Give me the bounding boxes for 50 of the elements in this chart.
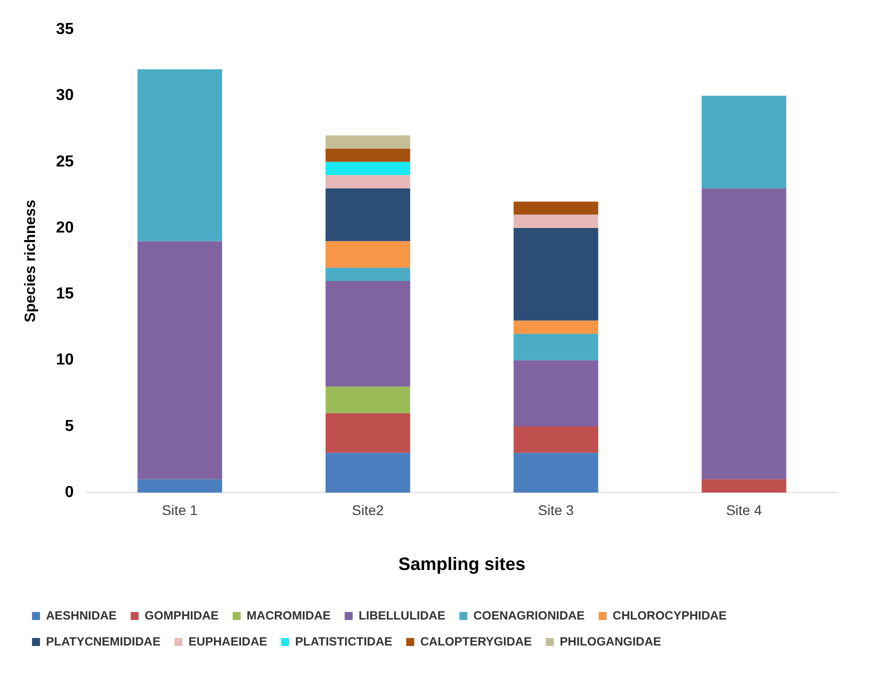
bar xyxy=(514,334,598,360)
y-tick-label: 0 xyxy=(64,484,74,502)
legend-label: GOMPHIDAE xyxy=(144,608,219,622)
bar xyxy=(326,188,410,242)
bar xyxy=(702,96,786,188)
bar xyxy=(326,135,410,149)
legend-label: AESHNIDAE xyxy=(46,608,117,622)
bar xyxy=(514,452,598,493)
legend-label: PLATYCNEMIDIDAE xyxy=(46,634,160,648)
bar xyxy=(514,202,598,215)
y-axis-title: Species richness xyxy=(22,200,40,322)
bar xyxy=(326,413,410,453)
legend-label: CALOPTERYGIDAE xyxy=(420,634,532,648)
bar xyxy=(514,360,598,426)
bar xyxy=(514,320,598,334)
bar xyxy=(326,241,410,268)
legend-label: COENAGRIONIDAE xyxy=(473,608,585,622)
bar xyxy=(326,268,410,281)
bar xyxy=(138,69,222,242)
x-tick-label: Site 3 xyxy=(538,502,574,518)
bar xyxy=(326,148,410,162)
y-tick-label: 15 xyxy=(56,286,74,303)
bar xyxy=(326,162,410,176)
legend-label: PHILOGANGIDAE xyxy=(560,634,662,648)
bar xyxy=(326,386,410,414)
x-tick-label: Site2 xyxy=(352,502,384,518)
bar xyxy=(702,479,786,493)
legend-label: CHLOROCYPHIDAE xyxy=(612,608,727,622)
bar xyxy=(138,479,222,493)
bar xyxy=(326,280,410,387)
bar xyxy=(326,175,410,188)
y-tick-label: 30 xyxy=(56,87,74,104)
legend-label: EUPHAEIDAE xyxy=(188,634,268,648)
y-tick-label: 10 xyxy=(56,352,74,369)
x-tick-label: Site 4 xyxy=(726,502,762,518)
bar xyxy=(514,214,598,228)
legend-label: MACROMIDAE xyxy=(246,608,331,622)
x-axis-title: Sampling sites xyxy=(398,554,526,574)
y-tick-label: 25 xyxy=(56,153,74,170)
y-tick-label: 5 xyxy=(64,418,74,435)
x-tick-label: Site 1 xyxy=(162,502,198,518)
bar xyxy=(326,452,410,493)
y-tick-label: 35 xyxy=(56,21,74,38)
bar xyxy=(138,241,222,480)
legend-label: PLATISTICTIDAE xyxy=(295,634,392,648)
bar xyxy=(514,228,598,321)
bar xyxy=(702,188,786,480)
bar xyxy=(514,426,598,453)
legend-label: LIBELLULIDAE xyxy=(358,608,446,622)
y-tick-label: 20 xyxy=(56,219,74,236)
